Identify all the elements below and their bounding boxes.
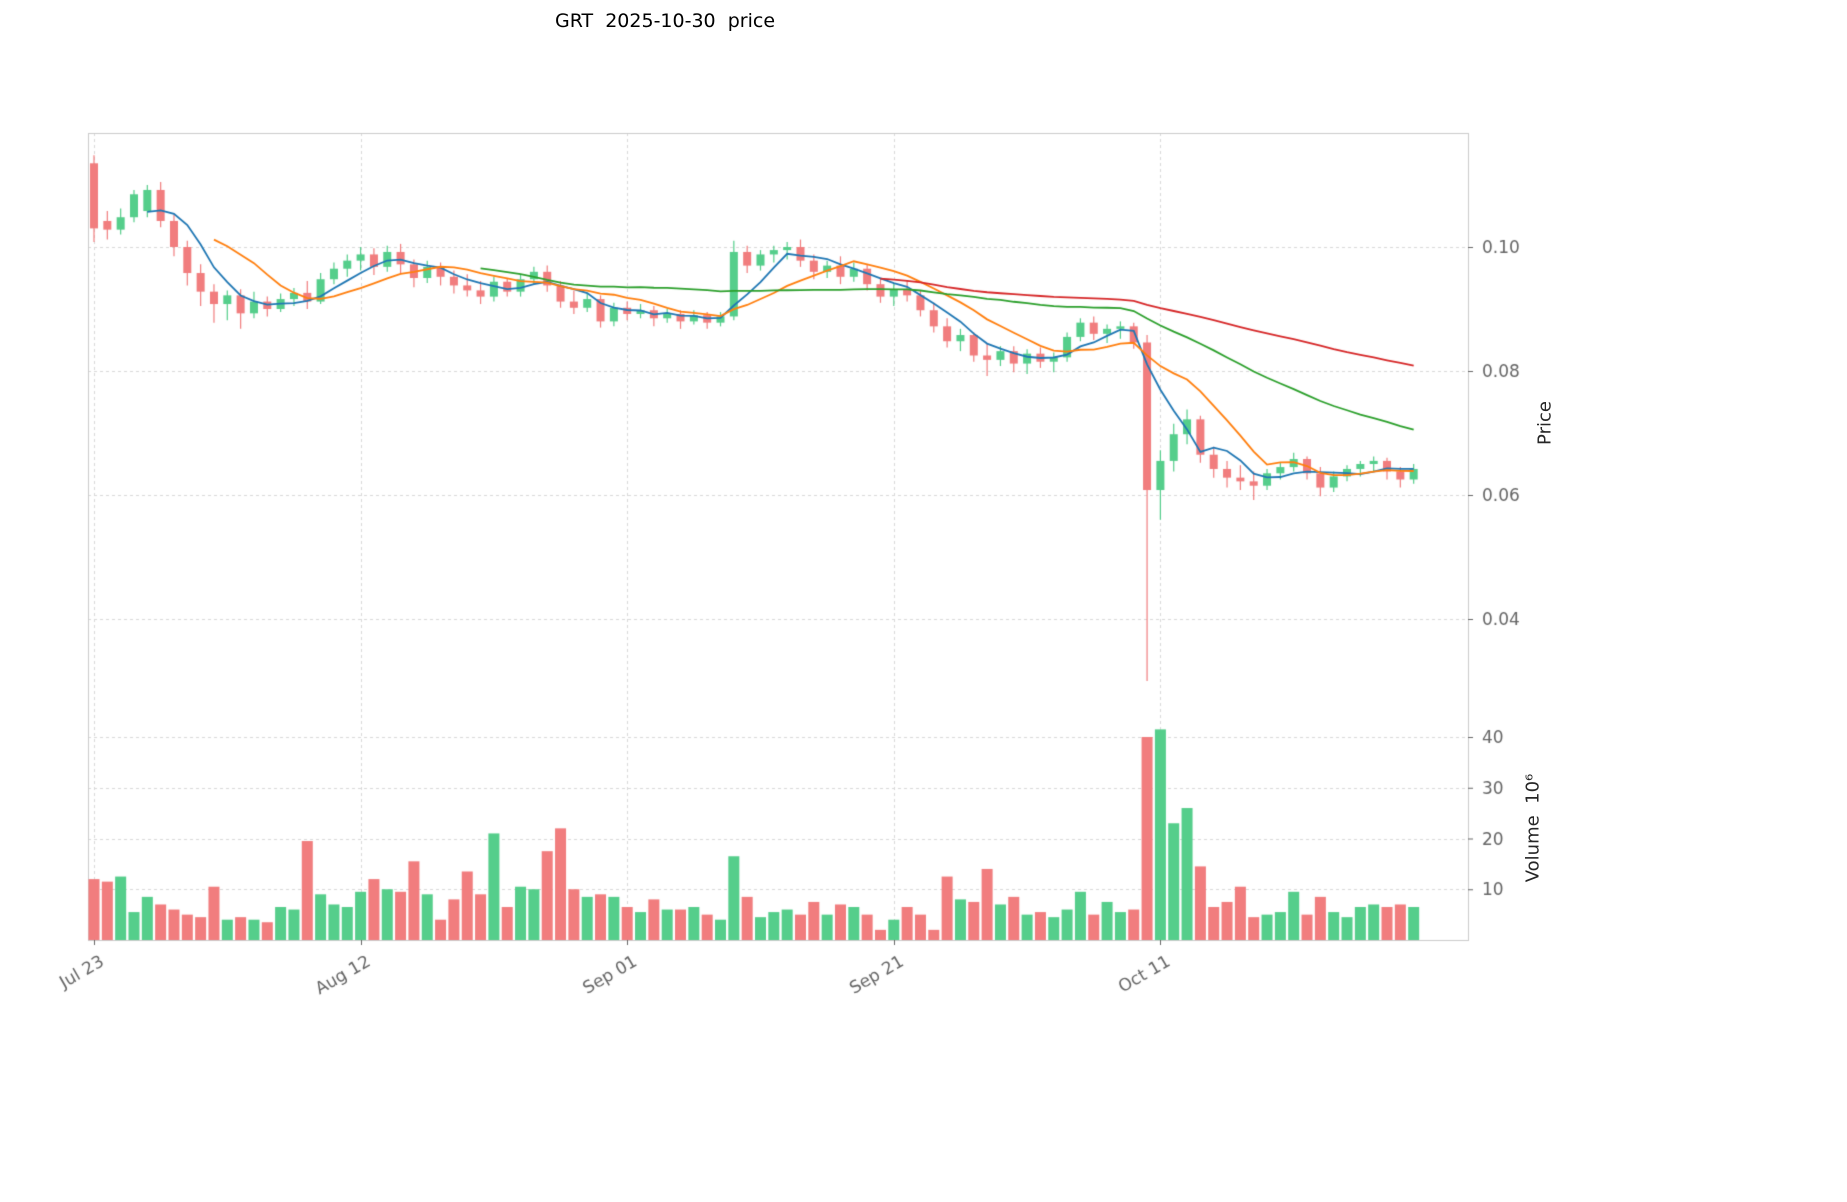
chart-title: GRT 2025-10-30 price xyxy=(554,10,776,32)
volume-axis-label: Volume 10⁶ xyxy=(1522,773,1544,883)
price-axis-label: Price xyxy=(1534,401,1556,445)
